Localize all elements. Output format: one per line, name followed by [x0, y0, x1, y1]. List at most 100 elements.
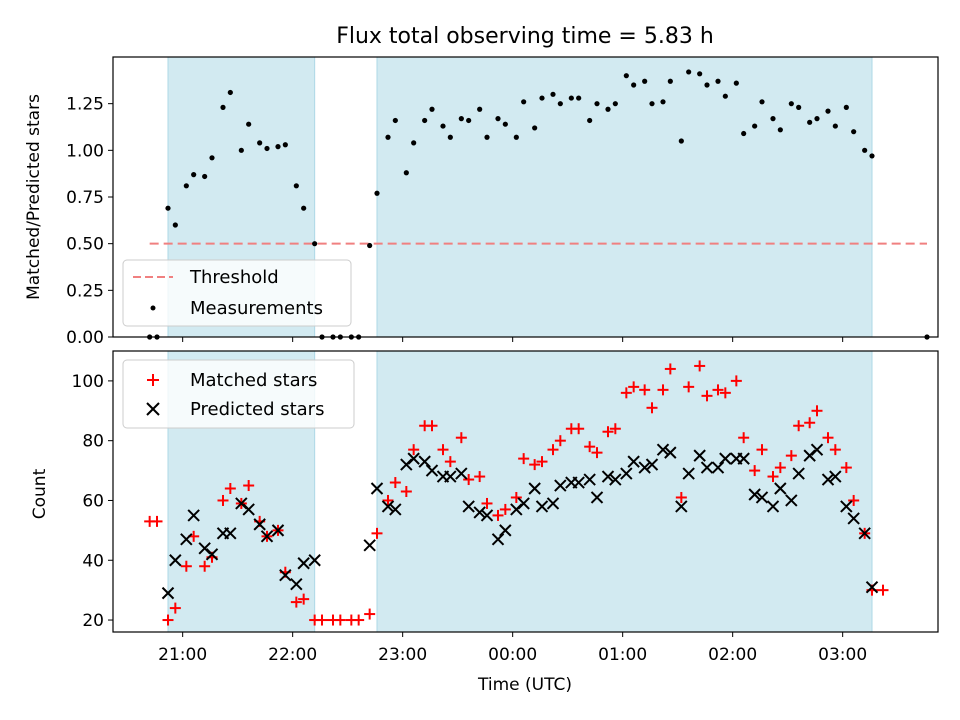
- y-tick-label: 0.25: [66, 281, 104, 301]
- matched-star-point: [829, 444, 841, 456]
- predicted-star-point: [363, 539, 376, 552]
- predicted-star-point: [517, 497, 530, 510]
- matched-star-point: [701, 390, 713, 402]
- predicted-star-point: [620, 467, 633, 480]
- legend-threshold-label: Threshold: [189, 267, 279, 288]
- predicted-star-point: [627, 455, 640, 468]
- matched-star-point: [609, 423, 621, 435]
- x-tick-label: 01:00: [598, 645, 647, 665]
- measurement-point: [477, 106, 483, 112]
- measurement-point: [172, 222, 178, 228]
- measurement-point: [513, 134, 519, 140]
- matched-star-point: [554, 435, 566, 447]
- measurement-point: [788, 101, 794, 107]
- measurement-point: [502, 121, 508, 127]
- matched-star-point: [162, 614, 174, 626]
- measurement-point: [660, 99, 666, 105]
- bottom-x-ticks: 21:00 22:00 23:00 00:00 01:00 02:00 03:00: [158, 632, 867, 665]
- matched-star-point: [683, 381, 695, 393]
- measurement-point: [484, 134, 490, 140]
- matched-star-point: [877, 584, 889, 596]
- predicted-star-point: [719, 452, 732, 465]
- matched-star-point: [664, 363, 676, 375]
- matched-star-point: [518, 453, 530, 465]
- matched-star-point: [217, 494, 229, 506]
- matched-star-point: [382, 494, 394, 506]
- measurement-point: [770, 116, 776, 122]
- top-x-ticks: [182, 337, 844, 342]
- predicted-star-point: [180, 533, 193, 546]
- matched-star-point: [474, 471, 486, 483]
- measurement-point: [440, 123, 446, 129]
- predicted-star-point: [583, 473, 596, 486]
- predicted-star-point: [389, 503, 402, 516]
- measurement-point: [587, 117, 593, 124]
- x-tick-label: 23:00: [378, 645, 427, 665]
- predicted-star-point: [224, 527, 237, 540]
- measurements-series: [147, 69, 930, 340]
- predicted-star-point: [656, 443, 670, 456]
- predicted-star-point: [810, 443, 824, 456]
- predicted-star-point: [381, 500, 395, 513]
- measurement-point: [183, 183, 189, 189]
- predicted-star-point: [847, 512, 860, 525]
- matched-star-point: [298, 593, 310, 605]
- measurement-point: [246, 121, 252, 127]
- measurement-point: [367, 242, 373, 249]
- matched-star-point: [316, 614, 328, 626]
- legend-measurements-label: Measurements: [190, 298, 323, 319]
- measurement-point: [422, 117, 428, 124]
- matched-star-point: [180, 560, 192, 572]
- y-tick-label: 0.75: [66, 188, 104, 208]
- measurement-point: [238, 147, 244, 153]
- matched-star-point: [353, 614, 365, 626]
- matched-star-point: [804, 417, 816, 429]
- measurement-point: [275, 144, 281, 150]
- y-tick-label: 40: [82, 551, 104, 571]
- measurement-point: [642, 78, 648, 84]
- matched-star-point: [492, 509, 504, 521]
- measurement-point: [165, 205, 171, 211]
- predicted-star-point: [700, 461, 714, 474]
- legend-matched-label: Matched stars: [190, 370, 317, 391]
- measurement-point: [796, 104, 802, 110]
- matched-star-point: [822, 432, 834, 444]
- measurement-point: [605, 106, 611, 112]
- predicted-star-point: [829, 470, 842, 483]
- legend-matched-swatch: [147, 374, 159, 386]
- matched-star-point: [730, 375, 742, 387]
- matched-star-point: [675, 491, 687, 503]
- predicted-star-point: [645, 458, 659, 471]
- legend-predicted-swatch: [146, 402, 160, 416]
- bottom-legend: Matched stars Predicted stars: [122, 359, 355, 429]
- predicted-star-point: [187, 509, 200, 522]
- measurement-point: [612, 101, 618, 107]
- measurement-point: [843, 104, 849, 110]
- predicted-star-point: [785, 494, 798, 507]
- y-tick-label: 100: [72, 372, 104, 392]
- measurement-point: [594, 101, 600, 107]
- matched-star-point: [639, 384, 651, 396]
- predicted-star-point: [271, 524, 285, 537]
- measurement-point: [814, 116, 820, 122]
- measurement-point: [495, 116, 501, 122]
- matched-star-point: [364, 608, 376, 620]
- predicted-star-point: [253, 518, 266, 531]
- predicted-star-point: [609, 473, 622, 486]
- matched-star-point: [602, 426, 614, 438]
- measurement-point: [862, 147, 868, 153]
- matched-star-point: [811, 405, 823, 417]
- predicted-star-point: [473, 506, 486, 519]
- matched-star-point: [738, 432, 750, 444]
- predicted-star-point: [528, 482, 541, 495]
- predicted-star-point: [499, 524, 512, 537]
- predicted-star-point: [418, 455, 431, 468]
- x-axis-label: Time (UTC): [477, 675, 572, 695]
- bottom-y-ticks: 20 40 60 80 100: [72, 372, 113, 631]
- measurement-point: [832, 123, 838, 129]
- matched-star-point: [840, 462, 852, 474]
- predicted-star-point: [755, 491, 769, 504]
- matched-star-point: [584, 441, 596, 453]
- predicted-star-point: [675, 500, 688, 513]
